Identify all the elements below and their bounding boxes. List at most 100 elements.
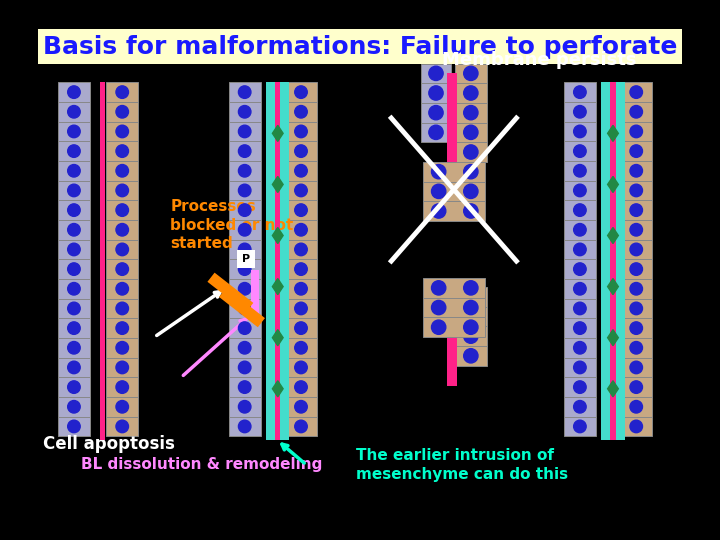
Bar xyxy=(106,318,138,338)
Bar xyxy=(285,102,317,122)
Bar xyxy=(285,377,317,397)
Bar xyxy=(58,82,90,102)
Bar xyxy=(106,397,138,416)
Circle shape xyxy=(116,224,128,236)
Circle shape xyxy=(68,105,80,118)
Circle shape xyxy=(68,322,80,334)
Circle shape xyxy=(464,184,478,199)
Circle shape xyxy=(294,322,307,334)
Bar xyxy=(455,346,487,366)
Bar xyxy=(228,318,261,338)
Circle shape xyxy=(630,401,642,413)
Circle shape xyxy=(574,302,586,315)
Text: BL dissolution & remodeling: BL dissolution & remodeling xyxy=(81,457,323,472)
Circle shape xyxy=(431,320,446,334)
Polygon shape xyxy=(219,288,265,327)
Bar xyxy=(564,220,596,240)
Bar xyxy=(285,318,317,338)
Circle shape xyxy=(238,204,251,217)
Circle shape xyxy=(68,401,80,413)
Circle shape xyxy=(116,263,128,275)
Bar xyxy=(620,220,652,240)
Bar xyxy=(564,318,596,338)
Text: Basis for malformations: Failure to perforate: Basis for malformations: Failure to perf… xyxy=(42,35,678,58)
Bar xyxy=(564,141,596,161)
Circle shape xyxy=(630,145,642,157)
Bar xyxy=(455,326,487,346)
Circle shape xyxy=(68,381,80,393)
Bar xyxy=(106,338,138,357)
Circle shape xyxy=(630,263,642,275)
Circle shape xyxy=(116,86,128,98)
Bar xyxy=(601,82,625,440)
Circle shape xyxy=(294,243,307,256)
Circle shape xyxy=(238,105,251,118)
Circle shape xyxy=(294,165,307,177)
Circle shape xyxy=(429,86,443,100)
Polygon shape xyxy=(272,381,283,397)
Circle shape xyxy=(574,243,586,256)
Bar xyxy=(620,416,652,436)
Bar xyxy=(620,161,652,180)
Circle shape xyxy=(238,145,251,157)
Circle shape xyxy=(116,322,128,334)
Circle shape xyxy=(238,361,251,374)
Circle shape xyxy=(429,105,443,120)
Bar xyxy=(106,102,138,122)
Circle shape xyxy=(116,381,128,393)
Bar xyxy=(228,416,261,436)
Bar xyxy=(285,397,317,416)
Circle shape xyxy=(429,66,443,80)
Circle shape xyxy=(574,165,586,177)
Bar xyxy=(564,240,596,259)
Circle shape xyxy=(630,420,642,433)
Bar xyxy=(564,82,596,102)
Circle shape xyxy=(464,125,478,139)
Bar xyxy=(285,220,317,240)
Circle shape xyxy=(68,145,80,157)
Circle shape xyxy=(238,381,251,393)
Circle shape xyxy=(464,86,478,100)
Circle shape xyxy=(464,204,478,218)
Circle shape xyxy=(574,204,586,217)
Bar xyxy=(455,103,487,123)
Circle shape xyxy=(630,381,642,393)
Bar xyxy=(228,279,261,299)
Bar xyxy=(228,180,261,200)
Bar xyxy=(620,377,652,397)
Circle shape xyxy=(431,204,446,218)
Bar xyxy=(58,338,90,357)
Bar xyxy=(564,279,596,299)
Circle shape xyxy=(238,263,251,275)
Bar xyxy=(237,251,254,268)
Bar xyxy=(564,338,596,357)
Bar xyxy=(106,240,138,259)
Circle shape xyxy=(630,282,642,295)
Circle shape xyxy=(116,145,128,157)
Polygon shape xyxy=(272,177,283,192)
Circle shape xyxy=(68,282,80,295)
Circle shape xyxy=(464,300,478,315)
Circle shape xyxy=(68,224,80,236)
Bar xyxy=(620,318,652,338)
Circle shape xyxy=(574,341,586,354)
Bar xyxy=(285,200,317,220)
Circle shape xyxy=(574,105,586,118)
Bar xyxy=(620,338,652,357)
Bar xyxy=(228,338,261,357)
Circle shape xyxy=(574,184,586,197)
Bar xyxy=(423,162,485,181)
Circle shape xyxy=(464,289,478,304)
Bar xyxy=(285,82,317,102)
Circle shape xyxy=(630,125,642,138)
Bar xyxy=(620,259,652,279)
Polygon shape xyxy=(608,177,618,192)
Circle shape xyxy=(294,204,307,217)
Circle shape xyxy=(574,401,586,413)
Circle shape xyxy=(294,105,307,118)
Bar xyxy=(266,82,289,440)
Bar xyxy=(564,377,596,397)
Bar xyxy=(620,240,652,259)
Bar xyxy=(285,161,317,180)
Circle shape xyxy=(68,420,80,433)
